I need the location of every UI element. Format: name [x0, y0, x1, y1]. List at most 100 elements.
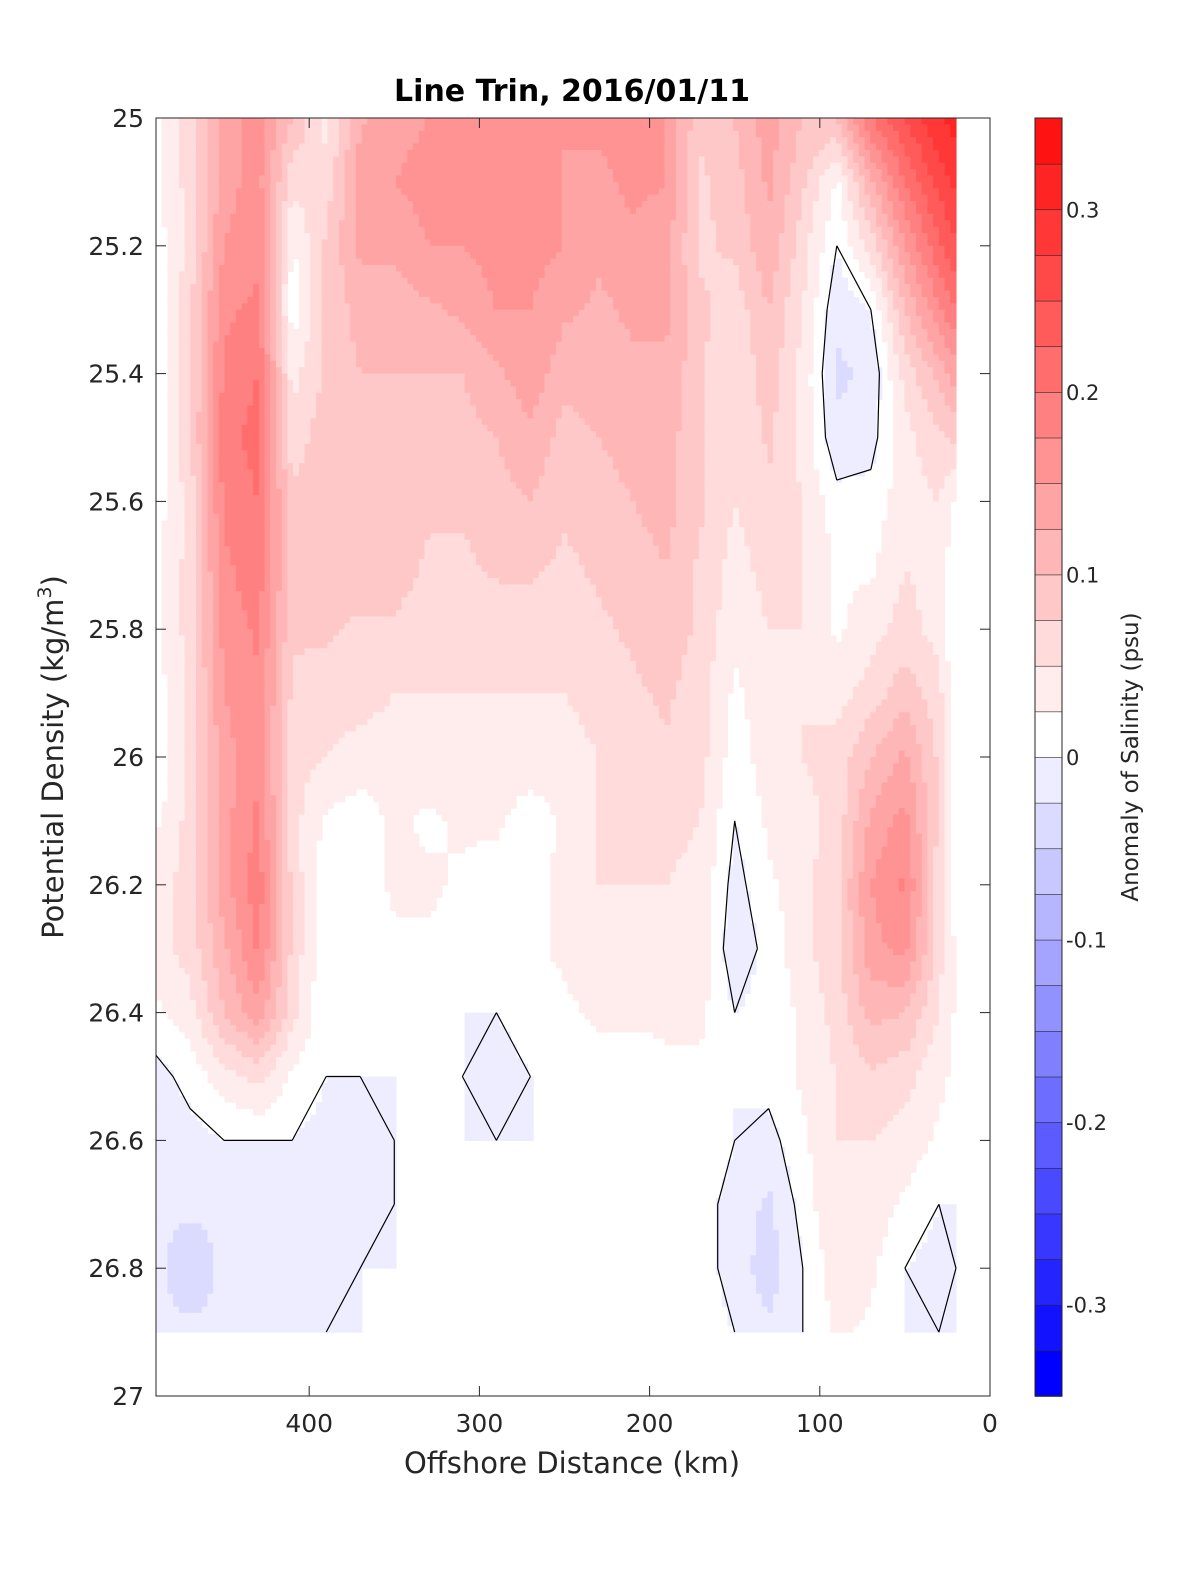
contour-cell [190, 143, 197, 151]
contour-cell [333, 220, 340, 228]
contour-cell [893, 348, 900, 356]
contour-cell [430, 309, 437, 317]
contour-cell [373, 175, 380, 183]
contour-cell [864, 201, 871, 209]
contour-cell [384, 194, 391, 202]
contour-cell [881, 316, 888, 324]
contour-cell [453, 233, 460, 241]
contour-cell [373, 213, 380, 221]
contour-cell [864, 149, 871, 157]
contour-cell [207, 181, 214, 189]
contour-cell [898, 290, 906, 298]
contour-cell [464, 130, 471, 138]
contour-cell [287, 348, 294, 356]
contour-cell [270, 290, 277, 298]
contour-cell [224, 284, 231, 292]
contour-cell [630, 245, 637, 253]
contour-cell [344, 181, 351, 189]
contour-cell [744, 188, 751, 196]
contour-cell [293, 220, 300, 228]
contour-cell [258, 335, 266, 343]
contour-cell [550, 309, 557, 317]
contour-cell [435, 137, 443, 145]
contour-cell [544, 322, 551, 330]
contour-cell [578, 226, 586, 234]
contour-cell [847, 348, 854, 356]
contour-cell [578, 220, 586, 228]
contour-cell [418, 207, 426, 215]
contour-cell [750, 118, 757, 125]
contour-cell [727, 194, 734, 202]
contour-cell [424, 290, 431, 298]
contour-cell [344, 213, 351, 221]
contour-cell [258, 175, 266, 183]
contour-cell [738, 194, 746, 202]
contour-cell [373, 226, 380, 234]
contour-cell [475, 181, 483, 189]
contour-cell [453, 143, 460, 151]
contour-cell [161, 169, 169, 177]
contour-cell [213, 201, 220, 209]
contour-cell [258, 296, 266, 304]
contour-cell [567, 328, 574, 336]
contour-cell [681, 188, 688, 196]
contour-cell [733, 137, 740, 145]
contour-cell [950, 348, 957, 356]
contour-cell [281, 188, 289, 196]
contour-cell [573, 245, 580, 253]
contour-cell [710, 290, 717, 298]
contour-cell [818, 239, 826, 247]
contour-cell [898, 258, 906, 266]
contour-cell [801, 271, 808, 279]
contour-cell [767, 309, 774, 317]
contour-cell [847, 175, 854, 183]
contour-cell [213, 149, 220, 157]
contour-cell [390, 328, 397, 336]
contour-cell [430, 181, 437, 189]
contour-cell [681, 341, 688, 349]
contour-cell [590, 156, 597, 164]
contour-cell [470, 149, 477, 157]
contour-cell [613, 271, 620, 279]
contour-cell [270, 258, 277, 266]
contour-cell [715, 290, 723, 298]
contour-cell [430, 169, 437, 177]
contour-cell [584, 264, 591, 272]
contour-cell [710, 348, 717, 356]
contour-cell [601, 348, 608, 356]
contour-cell [893, 194, 900, 202]
contour-cell [510, 137, 517, 145]
contour-cell [224, 149, 231, 157]
contour-cell [641, 271, 648, 279]
contour-cell [350, 169, 357, 177]
contour-cell [910, 213, 917, 221]
contour-cell [167, 143, 174, 151]
contour-cell [293, 149, 300, 157]
contour-cell [795, 245, 803, 253]
contour-cell [321, 264, 329, 272]
contour-cell [327, 188, 334, 196]
contour-cell [944, 277, 951, 285]
contour-cell [304, 335, 311, 343]
contour-cell [510, 258, 517, 266]
contour-cell [550, 348, 557, 356]
contour-cell [435, 264, 443, 272]
contour-cell [704, 213, 711, 221]
contour-cell [670, 239, 677, 247]
contour-cell [247, 284, 254, 292]
contour-cell [653, 335, 660, 343]
contour-cell [395, 239, 403, 247]
contour-cell [944, 309, 951, 317]
contour-cell [904, 284, 911, 292]
contour-cell [795, 284, 803, 292]
contour-cell [933, 162, 940, 170]
contour-cell [824, 149, 831, 157]
contour-cell [790, 309, 797, 317]
contour-cell [573, 264, 580, 272]
contour-cell [607, 341, 614, 349]
contour-cell [584, 169, 591, 177]
contour-cell [801, 175, 808, 183]
contour-cell [161, 162, 169, 170]
contour-cell [881, 322, 888, 330]
contour-cell [253, 156, 260, 164]
